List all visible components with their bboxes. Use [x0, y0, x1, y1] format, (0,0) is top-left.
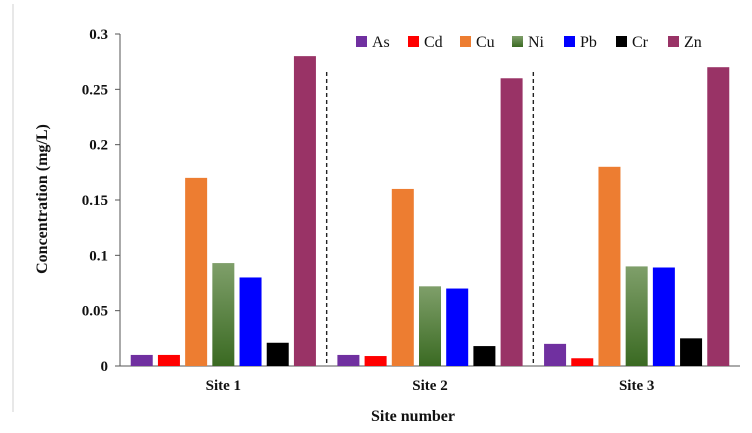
bar-cu-site-2 [391, 188, 414, 366]
y-tick-label: 0.15 [82, 193, 108, 209]
y-tick-label: 0.2 [89, 138, 108, 154]
bar-as-site-1 [130, 354, 153, 366]
legend-swatch-cd [408, 36, 419, 47]
bar-zn-site-2 [500, 78, 523, 367]
bar-cu-site-1 [185, 177, 208, 366]
y-tick-label: 0.1 [89, 248, 108, 264]
bar-zn-site-3 [707, 67, 730, 366]
legend-swatch-as [356, 36, 367, 47]
legend-label-pb: Pb [580, 34, 597, 51]
bar-ni-site-3 [625, 266, 648, 366]
bar-cd-site-2 [364, 356, 387, 366]
legend-swatch-ni [512, 36, 523, 47]
legend-label-zn: Zn [684, 34, 702, 51]
bar-cd-site-3 [571, 358, 594, 366]
x-tick-label: Site 3 [619, 378, 654, 394]
legend: As Cd Cu Ni Pb Cr Zn [356, 34, 702, 51]
plot-area: 0 0.05 0.1 0.15 0.2 0.25 0.3 Site 1 Site 2 Site 3 [82, 27, 740, 394]
bar-cr-site-3 [680, 338, 703, 366]
legend-swatch-zn [668, 36, 679, 47]
legend-label-cu: Cu [476, 34, 495, 51]
y-tick-label: 0.05 [82, 304, 108, 320]
y-tick-label: 0 [101, 359, 109, 375]
bar-cd-site-1 [157, 354, 180, 366]
bar-cr-site-1 [266, 342, 289, 366]
legend-swatch-pb [564, 36, 575, 47]
bar-pb-site-2 [446, 288, 469, 366]
bar-ni-site-1 [212, 263, 235, 366]
y-tick-label: 0.25 [82, 82, 108, 98]
legend-label-cd: Cd [424, 34, 443, 51]
bar-zn-site-1 [293, 56, 316, 367]
y-axis-title: Concentration (mg/L) [34, 124, 51, 274]
bar-cu-site-3 [598, 166, 621, 366]
legend-label-cr: Cr [632, 34, 649, 51]
bar-pb-site-3 [652, 267, 675, 366]
bar-as-site-2 [337, 354, 360, 366]
legend-swatch-cu [460, 36, 471, 47]
x-axis-title: Site number [371, 408, 455, 425]
bar-pb-site-1 [239, 277, 262, 366]
legend-label-ni: Ni [528, 34, 545, 51]
bar-as-site-3 [544, 343, 567, 366]
x-tick-label: Site 1 [206, 378, 241, 394]
legend-swatch-cr [616, 36, 627, 47]
legend-label-as: As [372, 34, 390, 51]
bar-ni-site-2 [419, 286, 441, 366]
bar-cr-site-2 [473, 346, 496, 366]
x-tick-label: Site 2 [412, 378, 447, 394]
y-tick-label: 0.3 [89, 27, 108, 43]
